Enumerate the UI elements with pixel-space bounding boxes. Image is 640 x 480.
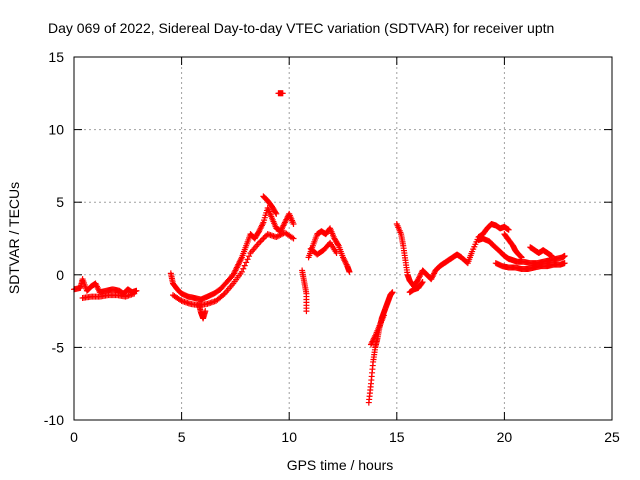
data-point (380, 312, 387, 319)
data-point (548, 252, 555, 259)
y-tick-label: -5 (52, 339, 65, 355)
data-points (71, 90, 568, 406)
data-point (561, 260, 568, 267)
data-point (333, 250, 340, 257)
data-point (346, 268, 353, 275)
x-tick-label: 20 (497, 429, 513, 445)
y-tick-label: 0 (56, 267, 64, 283)
x-tick-label: 5 (178, 429, 186, 445)
x-tick-label: 25 (604, 429, 620, 445)
data-point (517, 253, 524, 260)
data-point (238, 268, 245, 275)
y-axis-label: SDTVAR / TECUs (6, 182, 22, 294)
data-point (240, 265, 247, 272)
data-point (334, 241, 341, 248)
data-point (303, 308, 310, 315)
data-point (131, 290, 138, 297)
axis-ticks: 0 5 10 15 20 25 -10 -5 0 5 10 15 (44, 49, 620, 445)
y-tick-label: 10 (48, 122, 64, 138)
data-point (243, 259, 250, 266)
y-tick-label: 15 (48, 49, 64, 65)
data-point (419, 279, 426, 286)
y-tick-label: 5 (56, 194, 64, 210)
data-point (279, 90, 286, 97)
x-tick-label: 0 (70, 429, 78, 445)
data-point (505, 226, 512, 233)
data-point (244, 256, 251, 263)
data-point (241, 262, 248, 269)
data-point (290, 235, 297, 242)
x-tick-label: 10 (281, 429, 297, 445)
data-point (418, 280, 425, 287)
data-point (246, 253, 253, 260)
y-tick-label: -10 (44, 412, 64, 428)
data-point (561, 252, 568, 259)
data-point (202, 308, 209, 315)
x-axis-label: GPS time / hours (287, 457, 394, 473)
plot-frame (73, 56, 613, 421)
data-point (290, 220, 297, 227)
data-point (272, 209, 279, 216)
data-point (273, 210, 280, 217)
x-tick-label: 15 (389, 429, 405, 445)
chart-title: Day 069 of 2022, Sidereal Day-to-day VTE… (48, 20, 554, 36)
data-point (518, 254, 525, 261)
data-point (389, 289, 396, 296)
